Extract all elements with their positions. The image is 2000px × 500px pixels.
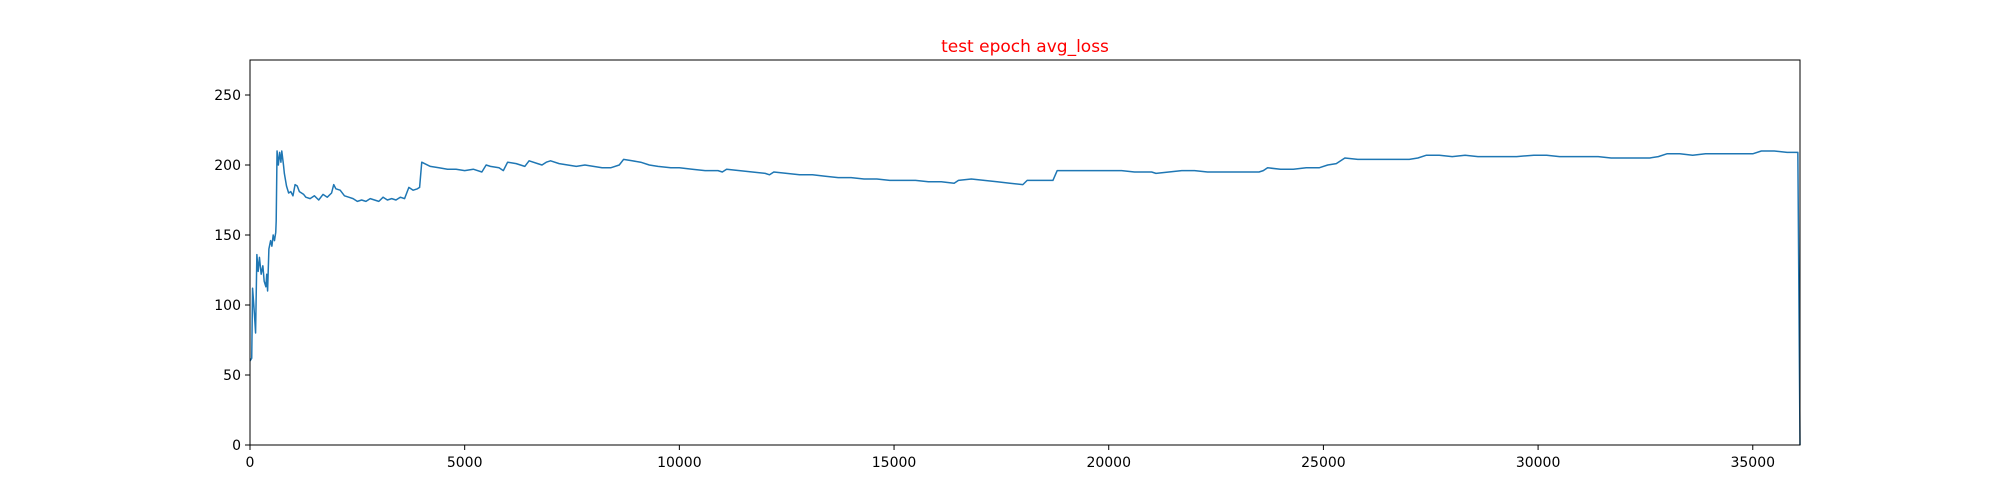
y-axis: 0 50 100 150 200 250 — [214, 88, 250, 454]
chart-title: test epoch avg_loss — [941, 37, 1109, 57]
y-tick-label: 50 — [223, 368, 241, 384]
x-tick-label: 20000 — [1086, 455, 1131, 471]
series-line-0 — [249, 150, 1801, 446]
x-tick-label: 15000 — [872, 455, 917, 471]
y-tick-label: 100 — [214, 298, 241, 314]
x-tick-label: 35000 — [1730, 455, 1775, 471]
x-tick-label: 10000 — [657, 455, 702, 471]
y-tick-label: 0 — [232, 438, 241, 454]
x-tick-label: 5000 — [447, 455, 483, 471]
plot-frame — [249, 59, 1801, 446]
x-tick-label: 30000 — [1516, 455, 1561, 471]
y-tick-label: 250 — [214, 88, 241, 104]
x-tick-label: 25000 — [1301, 455, 1346, 471]
y-tick-label: 150 — [214, 228, 241, 244]
x-axis: 0 5000 10000 15000 20000 25000 30000 35000 — [246, 445, 1775, 471]
plot-area — [249, 150, 1801, 446]
y-tick-label: 200 — [214, 158, 241, 174]
x-tick-label: 0 — [246, 455, 255, 471]
